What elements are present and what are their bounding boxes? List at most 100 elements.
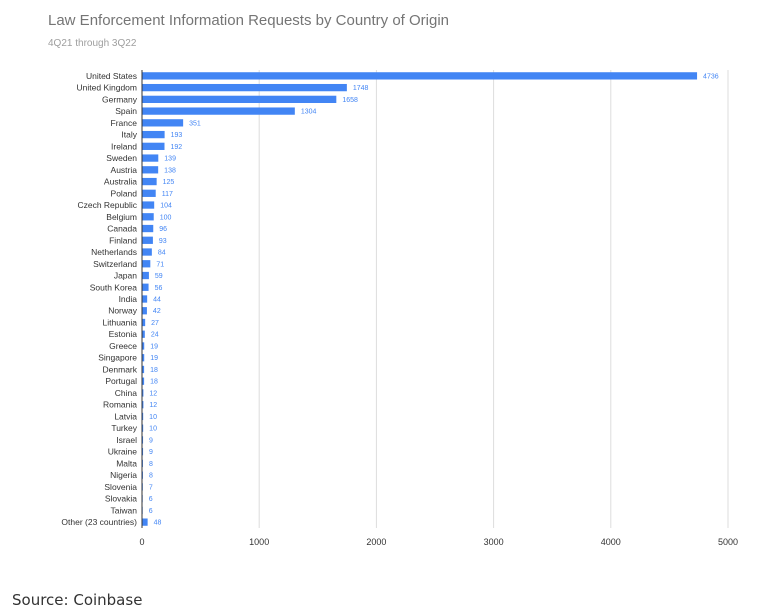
bar [142, 201, 155, 209]
category-label: Denmark [103, 364, 138, 374]
value-labels: 4736174816581304351193192139138125117104… [149, 73, 719, 526]
category-label: Turkey [111, 423, 137, 433]
x-axis-ticks: 0 1000 2000 3000 4000 5000 [139, 537, 738, 547]
value-label: 19 [150, 355, 158, 362]
bar [142, 307, 147, 315]
value-label: 18 [150, 379, 158, 386]
category-label: Italy [121, 130, 137, 140]
value-label: 71 [156, 261, 164, 268]
bars [142, 72, 698, 526]
bar [142, 236, 153, 244]
value-label: 84 [158, 250, 166, 257]
bar [142, 107, 295, 115]
value-label: 100 [160, 214, 172, 221]
category-label: Czech Republic [77, 200, 137, 210]
bar [142, 119, 184, 127]
category-label: Malta [116, 458, 137, 468]
value-label: 42 [153, 308, 161, 315]
category-label: Ukraine [108, 447, 138, 457]
category-label: Estonia [109, 329, 138, 339]
category-label: Belgium [106, 212, 137, 222]
category-label: Sweden [106, 153, 137, 163]
bar [142, 224, 154, 233]
value-label: 1304 [301, 109, 317, 116]
value-label: 12 [149, 402, 157, 409]
bar [142, 83, 347, 92]
value-label: 117 [162, 191, 173, 198]
bar [142, 342, 145, 350]
category-label: Norway [108, 306, 138, 316]
value-label: 24 [151, 332, 159, 339]
bar [142, 518, 148, 526]
value-label: 19 [150, 343, 158, 350]
value-label: 193 [171, 132, 183, 139]
value-label: 96 [159, 226, 167, 233]
category-label: Slovakia [105, 494, 137, 504]
bar [142, 154, 159, 162]
x-tick-label: 0 [139, 537, 144, 547]
gridlines [258, 70, 729, 528]
value-label: 104 [160, 203, 172, 210]
chart-title: Law Enforcement Information Requests by … [48, 12, 450, 29]
value-label: 138 [164, 167, 176, 174]
bar [142, 448, 144, 456]
category-label: South Korea [90, 282, 138, 292]
bar [142, 72, 698, 80]
category-label: India [119, 294, 138, 304]
value-label: 27 [151, 320, 159, 327]
bar [142, 248, 152, 256]
category-label: United States [86, 71, 137, 81]
x-tick-label: 2000 [366, 537, 386, 547]
category-label: China [115, 388, 137, 398]
category-label: Romania [103, 400, 137, 410]
value-label: 125 [163, 179, 175, 186]
bar [142, 177, 157, 186]
category-label: Latvia [114, 411, 137, 421]
category-label: Israel [116, 435, 137, 445]
category-label: Portugal [105, 376, 137, 386]
bar [142, 436, 144, 444]
value-label: 8 [149, 473, 153, 480]
bar [142, 424, 144, 432]
category-label: Spain [115, 106, 137, 116]
x-tick-label: 3000 [484, 537, 504, 547]
value-label: 6 [149, 508, 153, 515]
category-label: Slovenia [104, 482, 137, 492]
value-label: 10 [149, 426, 157, 433]
bar [142, 401, 144, 409]
category-label: Japan [114, 271, 137, 281]
bar [142, 318, 146, 327]
source-caption: Source: Coinbase [12, 591, 143, 609]
bar [142, 271, 149, 280]
bar [142, 260, 151, 268]
bar [142, 283, 149, 291]
bar [142, 130, 165, 139]
value-label: 10 [149, 414, 157, 421]
value-label: 48 [154, 520, 162, 527]
value-label: 192 [171, 144, 183, 151]
category-label: Nigeria [110, 470, 137, 480]
category-label: Poland [111, 188, 138, 198]
value-label: 139 [164, 156, 176, 163]
category-label: Greece [109, 341, 137, 351]
value-label: 44 [153, 297, 161, 304]
category-label: Netherlands [91, 247, 137, 257]
value-label: 6 [149, 496, 153, 503]
value-label: 1658 [342, 97, 358, 104]
value-label: 7 [149, 484, 153, 491]
value-label: 59 [155, 273, 163, 280]
bar [142, 189, 156, 197]
bar [142, 389, 144, 397]
value-label: 12 [149, 390, 157, 397]
bar [142, 295, 148, 303]
category-label: Other (23 countries) [61, 517, 137, 527]
chart-subtitle: 4Q21 through 3Q22 [48, 38, 137, 49]
category-label: Taiwan [111, 505, 138, 515]
x-tick-label: 5000 [718, 537, 738, 547]
value-label: 18 [150, 367, 158, 374]
bar [142, 142, 165, 150]
x-tick-label: 1000 [249, 537, 269, 547]
category-label: Australia [104, 177, 137, 187]
